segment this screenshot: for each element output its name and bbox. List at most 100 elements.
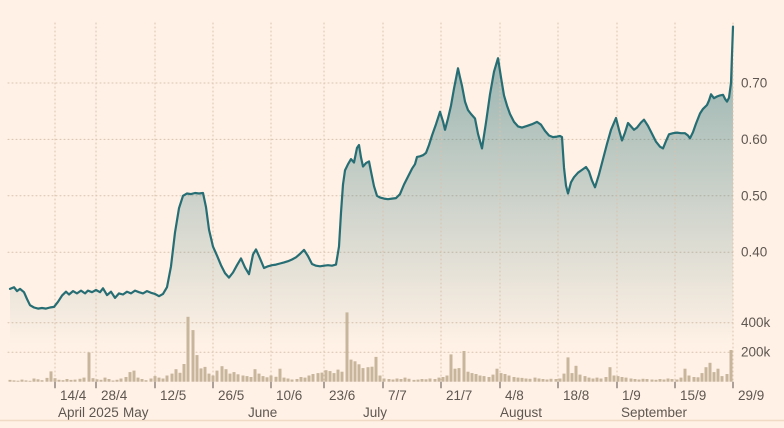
volume-bar xyxy=(687,375,691,382)
volume-bar xyxy=(620,377,624,382)
volume-bar xyxy=(474,374,478,382)
volume-bar xyxy=(495,368,499,382)
volume-bar xyxy=(374,356,378,382)
volume-bar xyxy=(161,378,165,382)
date-tick-label: 7/7 xyxy=(388,388,407,403)
date-tick-label: 10/6 xyxy=(276,388,302,403)
volume-bar xyxy=(599,378,603,382)
volume-bar xyxy=(645,379,649,382)
volume-bar xyxy=(641,378,645,382)
price-axis-label: 0.60 xyxy=(741,132,767,147)
volume-bar xyxy=(441,377,445,382)
volume-bar xyxy=(507,375,511,382)
date-tick-label: 15/9 xyxy=(680,388,706,403)
date-tick-label: 23/6 xyxy=(329,388,355,403)
volume-bar xyxy=(36,379,40,382)
volume-bar xyxy=(119,378,123,382)
volume-bar xyxy=(303,377,307,382)
volume-bar xyxy=(712,372,716,382)
volume-bar xyxy=(257,373,261,382)
volume-bar xyxy=(445,375,449,382)
volume-bar xyxy=(186,316,190,382)
volume-bar xyxy=(700,373,704,382)
volume-bar xyxy=(692,377,696,382)
volume-bar xyxy=(428,378,432,382)
volume-bar xyxy=(149,378,153,382)
volume-bar xyxy=(512,377,516,382)
volume-bar xyxy=(533,377,537,382)
volume-bar xyxy=(87,352,91,382)
volume-bar xyxy=(165,375,169,382)
volume-bar xyxy=(499,373,503,382)
volume-bar xyxy=(228,373,232,382)
volume-bar xyxy=(491,374,495,382)
volume-bar xyxy=(629,378,633,382)
volume-bar xyxy=(336,369,340,382)
volume-bar xyxy=(716,368,720,382)
volume-bar xyxy=(524,378,528,382)
month-label: August xyxy=(500,405,542,420)
volume-bar xyxy=(295,379,299,382)
volume-bar xyxy=(574,365,578,382)
volume-bar xyxy=(708,362,712,382)
volume-bar xyxy=(132,370,136,382)
volume-bar xyxy=(537,378,541,382)
volume-bar xyxy=(637,379,641,382)
volume-bar xyxy=(16,380,20,382)
volume-bar xyxy=(457,368,461,382)
volume-bar xyxy=(28,380,32,382)
volume-bar xyxy=(729,350,733,382)
volume-bar xyxy=(549,378,553,382)
volume-bar xyxy=(658,379,662,382)
month-label: September xyxy=(621,405,688,420)
volume-bar xyxy=(554,379,558,382)
volume-bar xyxy=(345,312,349,382)
volume-bar xyxy=(516,377,520,382)
volume-bar xyxy=(170,373,174,382)
volume-bar xyxy=(245,376,249,382)
volume-bar xyxy=(78,378,82,382)
volume-bar xyxy=(128,372,132,382)
volume-bar xyxy=(211,375,215,382)
volume-bar xyxy=(278,368,282,382)
volume-bar xyxy=(182,364,186,382)
volume-bar xyxy=(391,379,395,382)
volume-bar xyxy=(420,379,424,382)
volume-bar xyxy=(224,369,228,382)
volume-bar xyxy=(395,378,399,382)
volume-bar xyxy=(290,379,294,382)
volume-bar xyxy=(662,379,666,382)
volume-bar xyxy=(424,379,428,382)
volume-bar xyxy=(249,377,253,382)
volume-bar xyxy=(353,361,357,382)
volume-bar xyxy=(316,373,320,382)
volume-bar xyxy=(144,380,148,382)
volume-bar xyxy=(407,378,411,382)
volume-bar xyxy=(357,364,361,382)
date-tick-label: 21/7 xyxy=(446,388,472,403)
volume-bar xyxy=(265,377,269,382)
volume-bar xyxy=(675,379,679,382)
volume-bar xyxy=(311,374,315,382)
volume-bar xyxy=(103,377,107,382)
volume-bar xyxy=(115,379,119,382)
volume-bar xyxy=(328,371,332,382)
volume-bar xyxy=(670,379,674,382)
date-tick-label: 28/4 xyxy=(101,388,128,403)
volume-bar xyxy=(307,375,311,382)
volume-bar xyxy=(583,376,587,382)
date-tick-label: 29/9 xyxy=(738,388,764,403)
volume-bar xyxy=(482,376,486,382)
volume-bar xyxy=(624,377,628,382)
volume-bar xyxy=(61,380,65,382)
volume-bar xyxy=(545,379,549,382)
volume-bar xyxy=(704,367,708,382)
volume-bar xyxy=(178,372,182,382)
volume-bar xyxy=(82,377,86,382)
volume-bar xyxy=(24,380,28,382)
month-label: May xyxy=(123,405,149,420)
volume-bar xyxy=(528,378,532,382)
volume-bar xyxy=(378,375,382,382)
